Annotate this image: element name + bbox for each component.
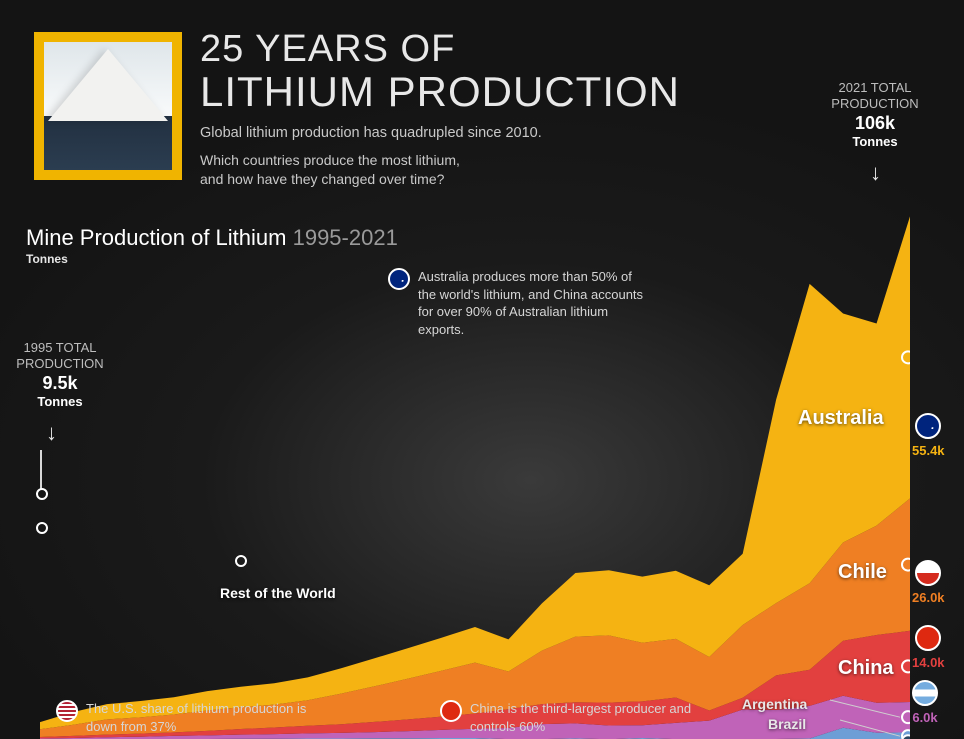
annotation-australia: Australia produces more than 50% of the … [388, 268, 648, 338]
baseline-start-tick [40, 450, 42, 490]
salt-pile-shape [48, 49, 168, 121]
hero-photo [44, 42, 172, 170]
marker-dot [36, 488, 48, 500]
rest-of-world-label: Rest of the World [220, 585, 336, 601]
series-end-dot [902, 711, 910, 723]
flag-icon-aus [915, 413, 941, 439]
country-label-china: China [838, 657, 894, 680]
title-line-2: LITHIUM PRODUCTION [200, 71, 680, 113]
country-label-argentina: Argentina [742, 696, 807, 712]
annotation-australia-text: Australia produces more than 50% of the … [418, 268, 648, 338]
callout-2021-value: 106k [820, 113, 930, 134]
annotation-usa-text: The U.S. share of lithium production is … [86, 700, 336, 735]
series-end-dot [902, 559, 910, 571]
annotation-china-text: China is the third-largest producer and … [470, 700, 700, 735]
end-badge-chile: 26.0k [912, 560, 945, 605]
hero-photo-frame [34, 32, 182, 180]
series-end-dot [902, 351, 910, 363]
country-label-australia: Australia [798, 407, 884, 430]
end-badge-argentina: 6.0k [912, 680, 938, 725]
title-line-1: 25 YEARS OF [200, 28, 680, 71]
callout-2021-label: 2021 TOTAL PRODUCTION [820, 80, 930, 111]
country-label-brazil: Brazil [768, 716, 806, 732]
flag-icon-chn [915, 625, 941, 651]
marker-dot [235, 555, 247, 567]
end-badge-value: 26.0k [912, 590, 945, 605]
annotation-china: China is the third-largest producer and … [440, 700, 700, 735]
question: Which countries produce the most lithium… [200, 151, 540, 189]
arrow-down-icon: ↓ [870, 160, 881, 186]
infographic-canvas: 25 YEARS OF LITHIUM PRODUCTION Global li… [0, 0, 964, 739]
flag-icon-chl [915, 560, 941, 586]
callout-2021-unit: Tonnes [820, 134, 930, 149]
marker-dot [36, 522, 48, 534]
subtitle: Global lithium production has quadrupled… [200, 125, 680, 141]
callout-2021: 2021 TOTAL PRODUCTION 106k Tonnes [820, 80, 930, 149]
end-badge-value: 6.0k [912, 710, 937, 725]
series-end-dot [902, 660, 910, 672]
end-badge-china: 14.0k [912, 625, 945, 670]
flag-icon-aus [388, 268, 410, 290]
flag-icon-arg [912, 680, 938, 706]
title-block: 25 YEARS OF LITHIUM PRODUCTION Global li… [200, 28, 680, 189]
country-label-chile: Chile [838, 561, 887, 584]
end-badge-value: 14.0k [912, 655, 945, 670]
annotation-usa: The U.S. share of lithium production is … [56, 700, 336, 735]
flag-icon-chn [440, 700, 462, 722]
end-badge-value: 55.4k [912, 443, 945, 458]
flag-icon-usa [56, 700, 78, 722]
end-badge-australia: 55.4k [912, 413, 945, 458]
